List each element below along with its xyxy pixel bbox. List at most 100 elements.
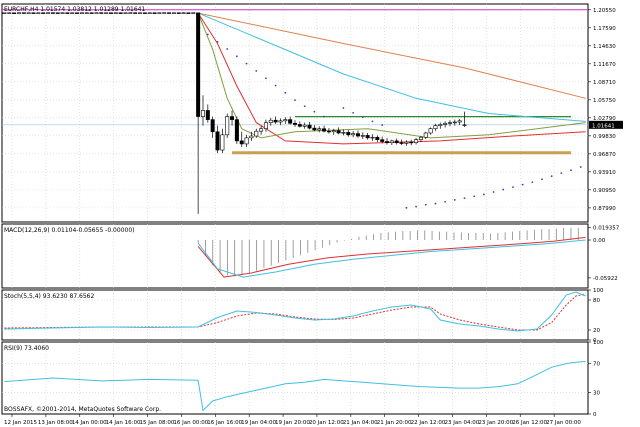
- sar-dot: [323, 115, 325, 118]
- main-tick-label: 1.14630: [593, 44, 616, 50]
- x-tick-label: 14 Jan 16:00: [106, 420, 141, 426]
- sar-dot: [206, 33, 209, 36]
- candle-bear: [234, 119, 239, 142]
- sar-dot: [541, 178, 543, 181]
- rsi-tick-label: 30: [593, 390, 600, 396]
- candle-bear: [380, 139, 385, 142]
- candle-bear: [205, 110, 210, 120]
- sar-dot: [352, 112, 355, 114]
- x-tick-label: 21 Jan 04:00: [343, 420, 378, 426]
- candle-bear: [399, 142, 404, 144]
- candle-bull: [46, 12, 51, 14]
- candle-bull: [254, 130, 259, 137]
- sar-dot: [453, 199, 456, 201]
- candle-bear: [288, 119, 293, 124]
- candle-bull: [268, 119, 273, 123]
- ma-cyan-line: [197, 12, 586, 122]
- sar-dot: [473, 195, 476, 198]
- sar-dot: [245, 62, 248, 65]
- copyright: BOSSAFX, ©2001-2014, MetaQuotes Software…: [4, 406, 161, 413]
- sar-dot: [550, 175, 553, 178]
- x-tick-label: 20 Jan 12:00: [309, 420, 344, 426]
- candle-bear: [409, 141, 414, 144]
- candle-bull: [263, 122, 268, 130]
- macd-tick-label: -0.05922: [593, 276, 618, 282]
- rsi-tick-label: 70: [593, 362, 600, 368]
- candle-bear: [89, 12, 94, 14]
- main-tick-label: 1.17590: [593, 26, 616, 32]
- candle-bear: [55, 12, 60, 14]
- candle-bull: [249, 135, 254, 139]
- ma-red-line: [197, 12, 586, 145]
- candle-bull: [331, 130, 336, 133]
- rsi-label: RSI(9) 73.4060: [4, 345, 49, 352]
- sar-dot: [570, 169, 572, 172]
- main-tick-label: 0.87990: [593, 206, 616, 212]
- candle-bull: [447, 122, 452, 124]
- macd-tick-label: 0.00: [593, 238, 606, 244]
- main-tick-label: 1.05750: [593, 98, 616, 104]
- sar-dot: [434, 202, 437, 205]
- candle-bear: [21, 12, 26, 14]
- x-tick-label: 15 Jan 08:00: [140, 420, 175, 426]
- candle-bear: [176, 12, 181, 14]
- sar-dot: [274, 84, 277, 87]
- candle-bull: [443, 122, 448, 125]
- candle-bear: [326, 130, 331, 133]
- sar-dot: [405, 206, 408, 209]
- sar-dot: [512, 186, 514, 189]
- x-tick-label: 19 Jan 04:00: [241, 420, 276, 426]
- stoch-main-line: [4, 291, 586, 332]
- macd-main-line: [197, 239, 586, 278]
- main-tick-label: 0.93910: [593, 170, 616, 176]
- candle-bull: [404, 141, 409, 144]
- sar-dot: [424, 203, 427, 206]
- candle-bull: [457, 120, 462, 123]
- candle-bear: [346, 132, 351, 136]
- candle-bear: [273, 119, 278, 123]
- x-tick-label: 23 Jan 20:00: [478, 420, 513, 426]
- sar-dot: [361, 116, 364, 119]
- sar-dot: [521, 183, 524, 186]
- candle-bull: [220, 134, 225, 151]
- candle-bear: [31, 12, 36, 14]
- sar-dot: [284, 91, 287, 94]
- sar-dot: [502, 188, 505, 191]
- candle-bull: [171, 12, 176, 14]
- sar-dot: [255, 70, 258, 72]
- candle-bull: [36, 12, 41, 14]
- main-tick-label: 1.08710: [593, 80, 616, 86]
- x-tick-label: 23 Jan 04:00: [444, 420, 479, 426]
- sar-dot: [492, 191, 495, 193]
- candle-bear: [385, 141, 390, 144]
- sar-dot: [235, 55, 238, 58]
- sar-dot: [579, 166, 582, 168]
- candle-bull: [462, 124, 467, 126]
- sar-dot: [415, 205, 417, 208]
- candle-bull: [128, 12, 133, 14]
- sar-dot: [226, 48, 229, 50]
- candle-bull: [244, 137, 249, 145]
- candle-bear: [355, 133, 360, 137]
- main-pane-frame: [1, 3, 589, 223]
- x-tick-label: 12 Jan 2015: [4, 420, 37, 426]
- rsi-tick-label: 100: [593, 340, 604, 346]
- stoch-tick-label: 100: [593, 288, 604, 294]
- stoch-tick-label: 0: [593, 338, 597, 344]
- candle-bull: [414, 139, 419, 144]
- x-tick-label: 27 Jan 00:00: [546, 420, 581, 426]
- candle-bear: [365, 135, 370, 139]
- candle-bull: [225, 116, 230, 136]
- candle-bear: [230, 116, 235, 120]
- candle-bull: [113, 12, 118, 14]
- candle-bear: [336, 130, 341, 134]
- main-tick-label: 0.90950: [593, 188, 616, 194]
- candle-bull: [200, 110, 205, 117]
- candle-bull: [16, 12, 21, 14]
- candle-bull: [452, 121, 457, 124]
- sar-dot: [531, 181, 534, 184]
- x-tick-label: 16 Jan 00:00: [173, 420, 208, 426]
- sar-dot: [313, 110, 316, 113]
- candle-bear: [142, 12, 147, 14]
